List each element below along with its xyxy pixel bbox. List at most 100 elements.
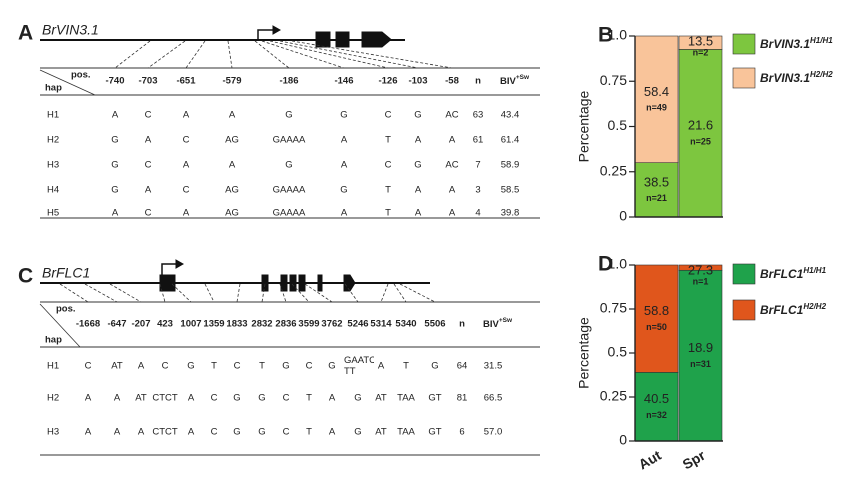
bar-segment [678, 269, 723, 442]
legend-swatch [732, 263, 756, 285]
segment-n-label: n=31 [690, 359, 711, 369]
table-cell: 63 [473, 110, 484, 121]
table-cell: GT [428, 393, 441, 404]
position-header: 423 [157, 319, 173, 330]
table-cell: TAA [397, 427, 415, 438]
x-tick-label: Spr [680, 447, 709, 473]
table-cell: A [341, 208, 348, 219]
table-cell: A [329, 427, 336, 438]
connector [171, 283, 192, 303]
table-cell: G [354, 393, 361, 404]
hap-diagonal [39, 303, 81, 348]
table-cell: A [85, 393, 92, 404]
connector [279, 40, 419, 69]
table-cell: G [111, 185, 118, 196]
connector [291, 40, 453, 69]
table-cell: 66.5 [484, 393, 503, 404]
legend-entry: BrVIN3.1H2/H2 [760, 70, 833, 86]
table-cell: A [183, 110, 190, 121]
x-tick-label: Aut [636, 447, 664, 473]
position-header: 5506 [424, 319, 445, 330]
legend-name: BrFLC1 [760, 267, 804, 281]
table-cell: H3 [47, 160, 59, 171]
legend-sup: H1/H1 [810, 36, 833, 45]
table-cell: C [283, 427, 290, 438]
legend-swatch [732, 33, 756, 55]
y-tick-label: 1.0 [608, 27, 628, 43]
table-cell: T [211, 361, 217, 372]
bar-segment [634, 162, 679, 218]
table-cell: C [283, 393, 290, 404]
table-cell: H3 [47, 427, 59, 438]
pos-label: pos. [71, 70, 91, 81]
position-header: -1668 [76, 319, 100, 330]
connector [109, 283, 142, 303]
table-cell: 58.5 [501, 185, 520, 196]
table-cell: A [341, 135, 348, 146]
y-tick-label: 0 [619, 208, 627, 224]
segment-biv-label: 13.5 [688, 33, 713, 48]
table-cell: C [385, 110, 392, 121]
legend-name: BrFLC1 [760, 303, 804, 317]
table-cell: G [414, 160, 421, 171]
table-cell: C [183, 185, 190, 196]
table-cell: 43.4 [501, 110, 520, 121]
table-cell: C [385, 160, 392, 171]
table-cell: GAAAA [273, 135, 306, 146]
table-cell: A [329, 393, 336, 404]
legend-sup: H1/H1 [803, 266, 826, 275]
y-tick-label: 0.25 [600, 388, 627, 404]
table-cell: G [111, 135, 118, 146]
table-cell: C [162, 361, 169, 372]
segment-biv-label: 38.5 [644, 174, 669, 189]
table-cell: GAAAA [273, 208, 306, 219]
table-cell: T [306, 427, 312, 438]
table-cell: 57.0 [484, 427, 503, 438]
bar-segment [678, 264, 723, 271]
table-cell: G [233, 427, 240, 438]
y-axis-label: Percentage [576, 317, 592, 389]
connector [59, 283, 89, 303]
position-header: -703 [138, 76, 157, 87]
segment-n-label: n=21 [646, 193, 667, 203]
connector [84, 283, 118, 303]
table-cell: A [415, 185, 422, 196]
table-cell: H2 [47, 393, 59, 404]
table-cell: H4 [47, 185, 59, 196]
table-cell: A [415, 208, 422, 219]
position-header: 1359 [203, 319, 224, 330]
table-cell: 81 [457, 393, 468, 404]
table-cell: G [282, 361, 289, 372]
table-cell: AG [225, 208, 239, 219]
legend-sup: H2/H2 [803, 302, 826, 311]
table-cell: G [258, 427, 265, 438]
table-cell: AT [375, 427, 387, 438]
segment-biv-label: 27.3 [688, 262, 713, 277]
table-cell: 6 [459, 427, 464, 438]
table-cell: G [431, 361, 438, 372]
segment-n-label: n=2 [693, 47, 709, 57]
table-cell: T [259, 361, 265, 372]
table-cell: A [188, 393, 195, 404]
y-tick-label: 0.5 [608, 344, 628, 360]
connector [269, 40, 389, 69]
table-cell: A [114, 393, 121, 404]
connector [304, 283, 333, 303]
table-cell: C [306, 361, 313, 372]
table-cell: A [449, 208, 456, 219]
connector [227, 40, 233, 69]
connector [185, 40, 206, 69]
legend-swatch [732, 67, 756, 89]
table-cell: A [112, 110, 119, 121]
legend-name: BrVIN3.1 [760, 37, 810, 51]
connector [114, 40, 151, 69]
hap-diagonal [39, 69, 96, 96]
table-cell: C [183, 135, 190, 146]
connector [291, 283, 310, 303]
table-cell: TAA [397, 393, 415, 404]
biv-sup: +Sw [516, 74, 530, 81]
biv-header: BIV+Sw [500, 74, 530, 86]
table-cell: T [385, 185, 391, 196]
table-cell: C [234, 361, 241, 372]
table-cell: A [188, 427, 195, 438]
